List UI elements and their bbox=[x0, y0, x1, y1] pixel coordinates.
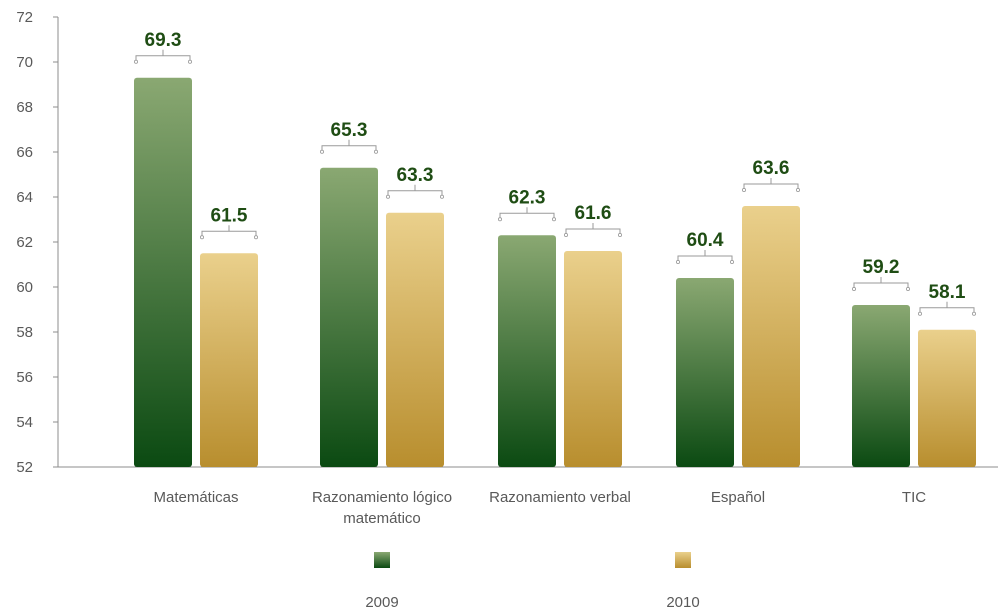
bracket-end bbox=[497, 217, 502, 222]
y-tick-label: 58 bbox=[16, 324, 33, 341]
bars bbox=[134, 77, 976, 467]
y-tick-label: 52 bbox=[16, 459, 33, 476]
bracket-end bbox=[385, 194, 390, 199]
x-category-label: Razonamiento verbal bbox=[489, 489, 631, 506]
bar-2010 bbox=[564, 251, 622, 467]
y-tick-label: 62 bbox=[16, 234, 33, 251]
y-tick-label: 70 bbox=[16, 54, 33, 71]
bar-2009 bbox=[852, 305, 910, 467]
x-category-label: Español bbox=[711, 489, 765, 506]
bracket-end bbox=[676, 259, 681, 264]
value-bracket bbox=[565, 223, 621, 234]
y-tick-label: 64 bbox=[16, 189, 33, 206]
bracket-end bbox=[618, 232, 623, 237]
bracket-end bbox=[906, 286, 911, 291]
bracket-end bbox=[439, 194, 444, 199]
bracket-end bbox=[133, 59, 138, 64]
x-category-label: TIC bbox=[902, 489, 926, 506]
bracket-end bbox=[852, 286, 857, 291]
legend: 2009 2010 bbox=[365, 552, 700, 611]
y-tick-label: 60 bbox=[16, 279, 33, 296]
bracket-end bbox=[319, 149, 324, 154]
bracket-end bbox=[373, 149, 378, 154]
y-tick-label: 56 bbox=[16, 369, 33, 386]
bar-2010 bbox=[386, 212, 444, 467]
legend-label: 2010 bbox=[666, 594, 699, 611]
bracket-end bbox=[730, 259, 735, 264]
data-label: 61.6 bbox=[575, 203, 612, 224]
bar-2009 bbox=[498, 235, 556, 467]
legend-swatch-2009 bbox=[374, 552, 390, 568]
data-label: 63.6 bbox=[753, 158, 790, 179]
value-bracket bbox=[499, 207, 555, 219]
data-label: 62.3 bbox=[509, 187, 546, 208]
bracket-end bbox=[187, 59, 192, 64]
bar-2009 bbox=[676, 278, 734, 467]
axes: 52 54 56 58 60 62 64 66 68 70 72 Matemáticas Razonam… bbox=[16, 9, 998, 527]
bar-2009 bbox=[134, 77, 192, 467]
value-bracket bbox=[135, 49, 191, 61]
bracket-end bbox=[552, 217, 557, 222]
value-labels: 69.3 65.3 62.3 60.4 59.2 61.5 63.3 61.6 63.6 58.1 bbox=[133, 30, 977, 316]
value-bracket bbox=[201, 225, 257, 237]
bar-2010 bbox=[742, 206, 800, 467]
data-label: 65.3 bbox=[331, 120, 368, 141]
bracket-end bbox=[564, 232, 569, 237]
y-tick-label: 54 bbox=[16, 414, 33, 431]
value-bracket bbox=[321, 139, 377, 151]
data-label: 59.2 bbox=[863, 257, 900, 278]
x-category-label: matemático bbox=[343, 510, 421, 527]
bar-2010 bbox=[200, 253, 258, 467]
value-bracket bbox=[677, 250, 733, 261]
x-category-label: Matemáticas bbox=[153, 489, 238, 506]
bracket-end bbox=[199, 235, 204, 240]
bracket-end bbox=[796, 187, 801, 192]
bar-2009 bbox=[320, 167, 378, 467]
data-label: 61.5 bbox=[211, 205, 248, 226]
y-tick-label: 66 bbox=[16, 144, 33, 161]
bracket-end bbox=[742, 187, 747, 192]
data-label: 60.4 bbox=[687, 230, 724, 251]
value-bracket bbox=[919, 301, 975, 313]
value-bracket bbox=[387, 184, 443, 196]
bracket-end bbox=[918, 311, 923, 316]
legend-swatch-2010 bbox=[675, 552, 691, 568]
data-label: 63.3 bbox=[397, 165, 434, 186]
value-bracket bbox=[743, 178, 799, 189]
data-label: 58.1 bbox=[929, 282, 966, 303]
x-category-label: Razonamiento lógico bbox=[312, 489, 452, 506]
data-label: 69.3 bbox=[145, 30, 182, 51]
bar-2010 bbox=[918, 329, 976, 467]
y-tick-label: 68 bbox=[16, 99, 33, 116]
bracket-end bbox=[972, 311, 977, 316]
y-tick-label: 72 bbox=[16, 9, 33, 26]
value-bracket bbox=[853, 277, 909, 288]
bracket-end bbox=[253, 235, 258, 240]
legend-label: 2009 bbox=[365, 594, 398, 611]
